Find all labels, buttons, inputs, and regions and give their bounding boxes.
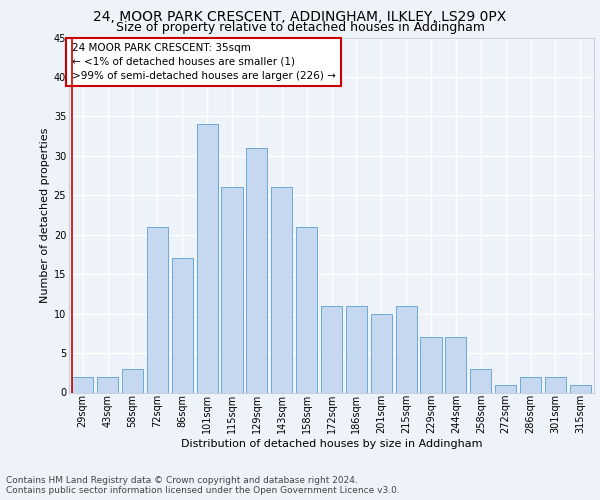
Bar: [371, 314, 392, 392]
Bar: [296, 227, 317, 392]
Bar: [172, 258, 193, 392]
Bar: [147, 227, 168, 392]
Bar: [122, 369, 143, 392]
Bar: [545, 376, 566, 392]
Bar: [395, 306, 417, 392]
Text: Size of property relative to detached houses in Addingham: Size of property relative to detached ho…: [115, 22, 485, 35]
X-axis label: Distribution of detached houses by size in Addingham: Distribution of detached houses by size …: [181, 439, 482, 449]
Bar: [445, 338, 466, 392]
Bar: [221, 188, 242, 392]
Bar: [421, 338, 442, 392]
Y-axis label: Number of detached properties: Number of detached properties: [40, 128, 50, 302]
Bar: [197, 124, 218, 392]
Bar: [520, 376, 541, 392]
Text: Contains HM Land Registry data © Crown copyright and database right 2024.: Contains HM Land Registry data © Crown c…: [6, 476, 358, 485]
Bar: [72, 376, 93, 392]
Bar: [97, 376, 118, 392]
Bar: [570, 384, 591, 392]
Text: 24 MOOR PARK CRESCENT: 35sqm
← <1% of detached houses are smaller (1)
>99% of se: 24 MOOR PARK CRESCENT: 35sqm ← <1% of de…: [71, 43, 335, 81]
Bar: [246, 148, 268, 392]
Text: 24, MOOR PARK CRESCENT, ADDINGHAM, ILKLEY, LS29 0PX: 24, MOOR PARK CRESCENT, ADDINGHAM, ILKLE…: [94, 10, 506, 24]
Text: Contains public sector information licensed under the Open Government Licence v3: Contains public sector information licen…: [6, 486, 400, 495]
Bar: [346, 306, 367, 392]
Bar: [321, 306, 342, 392]
Bar: [495, 384, 516, 392]
Bar: [271, 188, 292, 392]
Bar: [470, 369, 491, 392]
